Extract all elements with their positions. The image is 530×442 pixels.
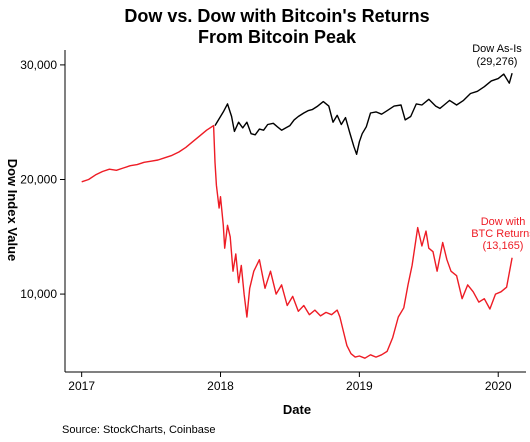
annotation-btc-line-2: BTC Returns <box>471 228 530 240</box>
x-tick-label: 2017 <box>68 379 95 393</box>
x-axis-label: Date <box>283 402 311 417</box>
plot-area: 2017 2018 2019 2020 10,000 20,000 30,000 <box>20 50 526 393</box>
annotation-btc-line-1: Dow with <box>481 216 526 228</box>
chart-title-line-1: Dow vs. Dow with Bitcoin's Returns <box>124 6 429 26</box>
series-line-btc <box>81 124 513 359</box>
series-line-dow <box>214 73 513 155</box>
y-tick-label: 20,000 <box>20 172 57 186</box>
x-tick-label: 2020 <box>485 379 512 393</box>
annotation-dow: Dow As-Is (29,276) <box>472 43 522 68</box>
annotation-btc: Dow with BTC Returns (13,165) <box>471 216 530 252</box>
x-tick-label: 2019 <box>346 379 373 393</box>
x-tick-label: 2018 <box>207 379 234 393</box>
source-note: Source: StockCharts, Coinbase <box>62 424 215 436</box>
y-axis-label: Dow Index Value <box>5 159 20 262</box>
y-tick-label: 10,000 <box>20 287 57 301</box>
y-tick-label: 30,000 <box>20 58 57 72</box>
annotation-dow-line-2: (29,276) <box>477 56 518 68</box>
annotation-btc-line-3: (13,165) <box>483 240 524 252</box>
series-layer <box>81 73 513 359</box>
annotation-dow-line-1: Dow As-Is <box>472 43 522 55</box>
tick-layer: 2017 2018 2019 2020 10,000 20,000 30,000 <box>20 58 512 393</box>
chart-title-line-2: From Bitcoin Peak <box>198 27 357 47</box>
